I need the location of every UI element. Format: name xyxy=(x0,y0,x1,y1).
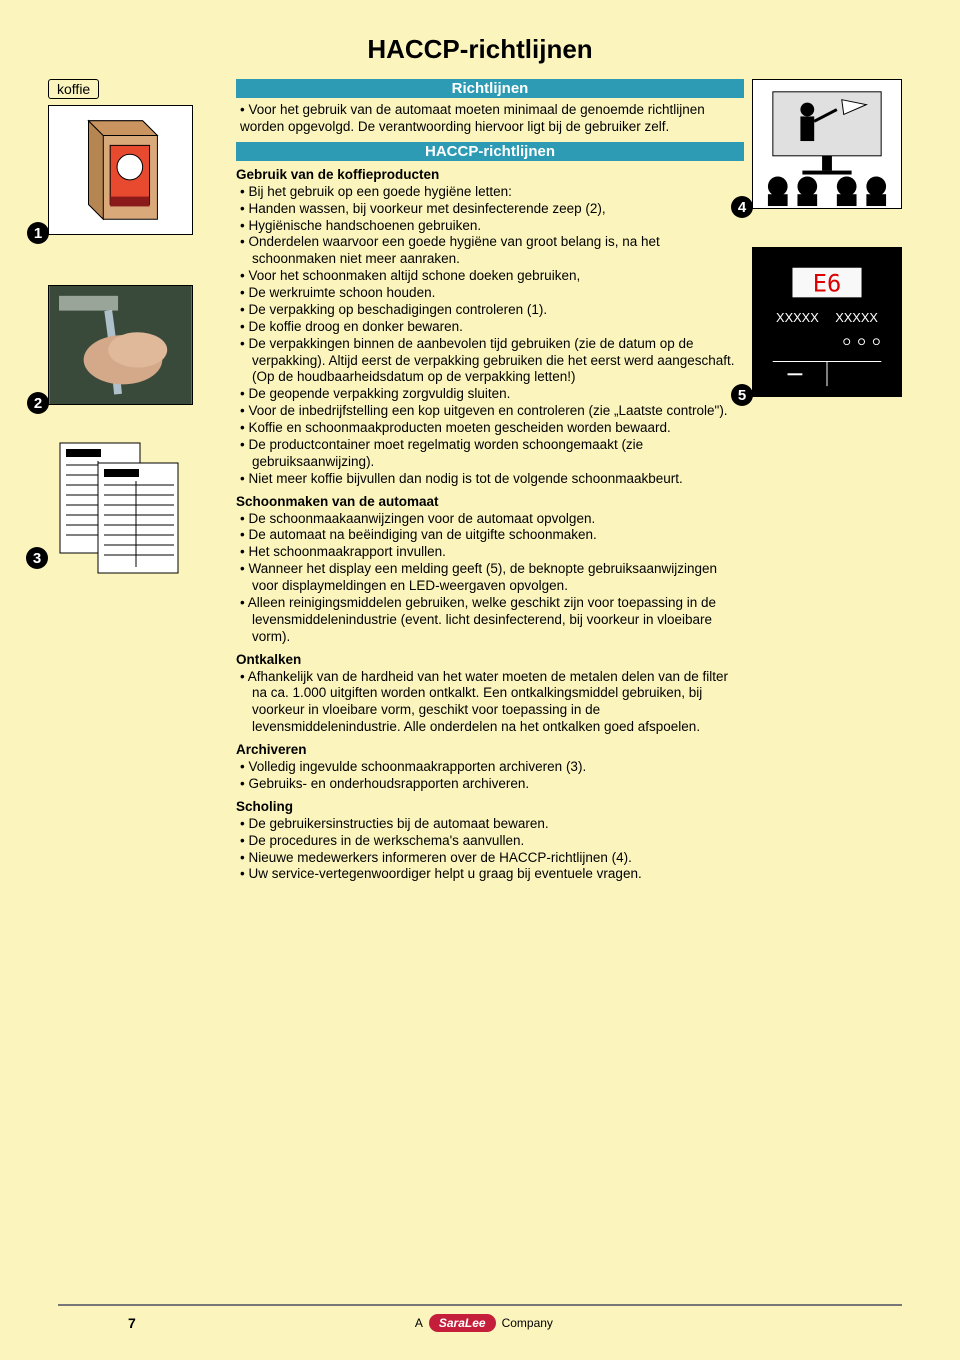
bullet-item: De schoonmaakaanwijzingen voor de automa… xyxy=(240,511,744,528)
figure-4-training: 4 xyxy=(752,79,902,209)
koffie-label: koffie xyxy=(48,79,99,99)
badge-5: 5 xyxy=(731,384,753,406)
content: koffie 1 2 xyxy=(0,79,960,883)
badge-4: 4 xyxy=(731,196,753,218)
bullet-item: De gebruikersinstructies bij de automaat… xyxy=(240,816,744,833)
sec5-head: Scholing xyxy=(236,799,744,814)
bullet-item: Alleen reinigingsmiddelen gebruiken, wel… xyxy=(240,595,744,646)
sec2-list: De schoonmaakaanwijzingen voor de automa… xyxy=(236,511,744,646)
svg-text:XXXXX: XXXXX xyxy=(835,310,878,325)
bullet-item: De werkruimte schoon houden. xyxy=(240,285,744,302)
sec1-list: Bij het gebruik op een goede hygiëne let… xyxy=(236,184,744,488)
company-line: A SaraLee Company xyxy=(415,1314,553,1332)
sec3-head: Ontkalken xyxy=(236,652,744,667)
sec1-head: Gebruik van de koffieproducten xyxy=(236,167,744,182)
figure-5-display: E6 XXXXX XXXXX 5 xyxy=(752,247,902,397)
display-code: E6 xyxy=(813,269,842,297)
bullet-item: Handen wassen, bij voorkeur met desinfec… xyxy=(240,201,744,218)
bullet-item: Niet meer koffie bijvullen dan nodig is … xyxy=(240,471,744,488)
intro-text: • Voor het gebruik van de automaat moete… xyxy=(236,102,744,136)
sec4-head: Archiveren xyxy=(236,742,744,757)
bullet-item: Onderdelen waarvoor een goede hygiëne va… xyxy=(240,234,744,268)
sec4-list: Volledig ingevulde schoonmaakrapporten a… xyxy=(236,759,744,793)
footer: 7 A SaraLee Company xyxy=(58,1304,902,1332)
bullet-item: Afhankelijk van de hardheid van het wate… xyxy=(240,669,744,737)
bullet-item: Voor de inbedrijfstelling een kop uitgev… xyxy=(240,403,744,420)
bullet-item: Nieuwe medewerkers informeren over de HA… xyxy=(240,850,744,867)
figure-2-handwash: 2 xyxy=(48,285,193,405)
bullet-item: Hygiënische handschoenen gebruiken. xyxy=(240,218,744,235)
badge-3: 3 xyxy=(26,547,48,569)
brand-badge: SaraLee xyxy=(429,1314,496,1332)
bullet-item: Bij het gebruik op een goede hygiëne let… xyxy=(240,184,744,201)
bar-haccp: HACCP-richtlijnen xyxy=(236,142,744,161)
bullet-item: Volledig ingevulde schoonmaakrapporten a… xyxy=(240,759,744,776)
right-column: 4 E6 XXXXX XXXXX 5 xyxy=(752,79,912,883)
bar-richtlijnen: Richtlijnen xyxy=(236,79,744,98)
bullet-item: De procedures in de werkschema's aanvull… xyxy=(240,833,744,850)
footer-company: Company xyxy=(502,1316,553,1330)
bullet-item: Koffie en schoonmaakproducten moeten ges… xyxy=(240,420,744,437)
figure-3-reports: 3 xyxy=(48,435,193,575)
bullet-item: De verpakking op beschadigingen controle… xyxy=(240,302,744,319)
bullet-item: De automaat na beëindiging van de uitgif… xyxy=(240,527,744,544)
bullet-item: De productcontainer moet regelmatig word… xyxy=(240,437,744,471)
figure-1-coffee-pack: 1 xyxy=(48,105,193,235)
middle-column: Richtlijnen • Voor het gebruik van de au… xyxy=(228,79,752,883)
bullet-item: Voor het schoonmaken altijd schone doeke… xyxy=(240,268,744,285)
bullet-item: Gebruiks- en onderhoudsrapporten archive… xyxy=(240,776,744,793)
badge-2: 2 xyxy=(27,392,49,414)
sec3-list: Afhankelijk van de hardheid van het wate… xyxy=(236,669,744,737)
bullet-item: De verpakkingen binnen de aanbevolen tij… xyxy=(240,336,744,387)
bullet-item: De geopende verpakking zorgvuldig sluite… xyxy=(240,386,744,403)
left-column: koffie 1 2 xyxy=(48,79,228,883)
bullet-item: De koffie droog en donker bewaren. xyxy=(240,319,744,336)
badge-1: 1 xyxy=(27,222,49,244)
footer-a: A xyxy=(415,1316,423,1330)
bullet-item: Het schoonmaakrapport invullen. xyxy=(240,544,744,561)
bullet-item: Wanneer het display een melding geeft (5… xyxy=(240,561,744,595)
page-number: 7 xyxy=(128,1315,136,1331)
sec5-list: De gebruikersinstructies bij de automaat… xyxy=(236,816,744,884)
svg-text:XXXXX: XXXXX xyxy=(776,310,819,325)
sec2-head: Schoonmaken van de automaat xyxy=(236,494,744,509)
bullet-item: Uw service-vertegenwoordiger helpt u gra… xyxy=(240,866,744,883)
page-title: HACCP-richtlijnen xyxy=(0,0,960,79)
